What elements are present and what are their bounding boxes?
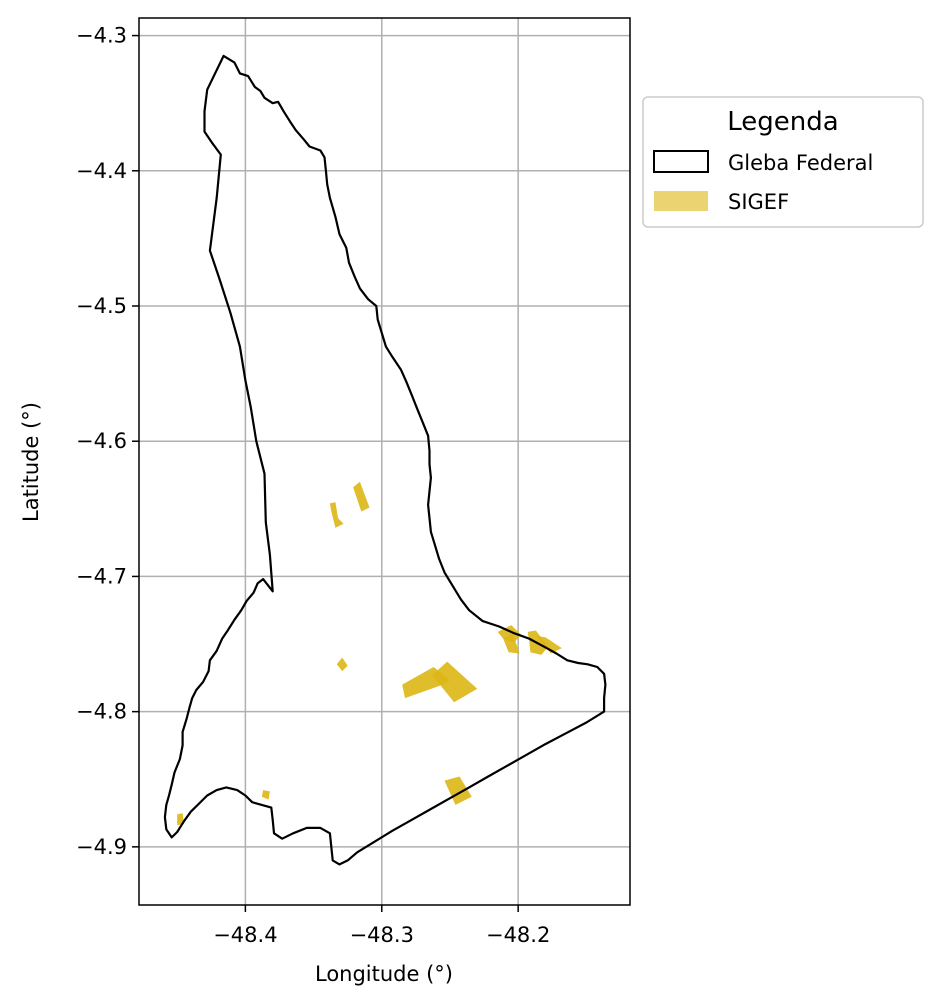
legend-label-sigef: SIGEF [728, 190, 789, 214]
x-tick-label-0: −48.4 [213, 923, 277, 947]
x-tick-label-2: −48.2 [486, 923, 550, 947]
x-axis-ticks: −48.4 −48.3 −48.2 [213, 905, 550, 947]
grid-lines [139, 18, 630, 905]
sigef-parcel-1 [353, 481, 370, 512]
y-tick-label-4: −4.7 [76, 564, 127, 588]
y-tick-label-2: −4.5 [76, 294, 127, 318]
sigef-parcel-2 [336, 657, 348, 672]
y-tick-label-1: −4.4 [76, 159, 127, 183]
legend-swatch-gleba [653, 150, 709, 173]
sigef-parcel-10 [261, 790, 270, 800]
axes-frame [138, 17, 631, 906]
legend-label-gleba: Gleba Federal [728, 151, 873, 175]
sigef-parcel-8 [535, 635, 562, 654]
x-tick-label-1: −48.3 [350, 923, 414, 947]
legend-frame [642, 96, 924, 228]
sigef-parcel-9 [444, 776, 472, 805]
legend-title: Legenda [727, 107, 838, 137]
y-tick-label-0: −4.3 [76, 24, 127, 48]
y-tick-label-6: −4.9 [76, 835, 127, 859]
sigef-parcel-0 [329, 502, 344, 528]
x-axis-label: Longitude (°) [315, 962, 453, 986]
sigef-parcel-4 [432, 661, 478, 703]
y-axis-label: Latitude (°) [19, 402, 43, 522]
legend-swatch-sigef [654, 191, 708, 211]
y-axis-ticks: −4.3 −4.4 −4.5 −4.6 −4.7 −4.8 −4.9 [76, 24, 139, 859]
gleba-federal-boundary [163, 54, 607, 866]
y-tick-label-5: −4.8 [76, 700, 127, 724]
sigef-layer [177, 481, 562, 826]
y-tick-label-3: −4.6 [76, 429, 127, 453]
gleba-layer [163, 54, 607, 866]
legend: Legenda Gleba Federal SIGEF [642, 96, 924, 228]
axes-background [139, 18, 630, 905]
sigef-parcel-6 [503, 633, 520, 654]
